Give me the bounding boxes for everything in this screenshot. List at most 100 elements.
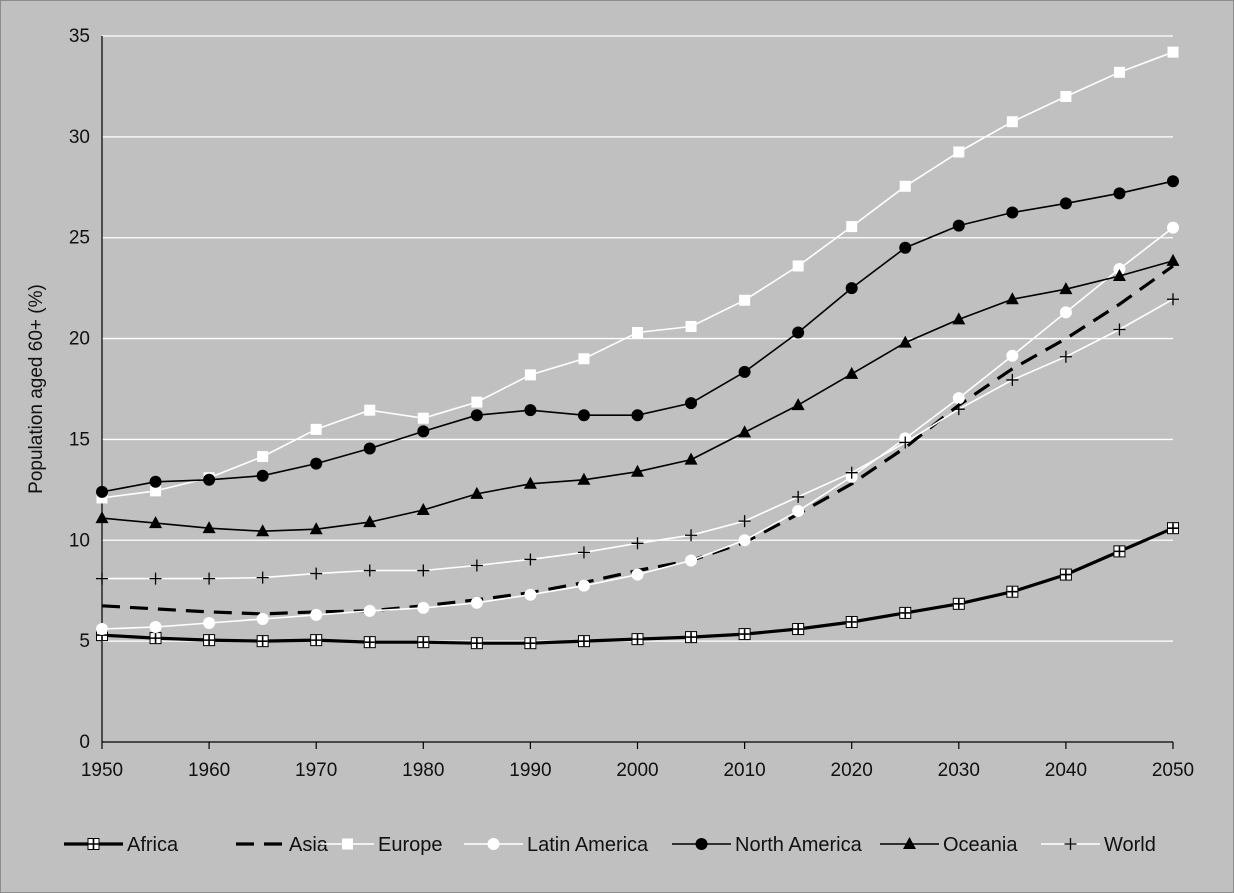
data-point xyxy=(96,572,108,585)
data-point xyxy=(899,606,912,619)
data-point xyxy=(470,409,483,422)
data-point xyxy=(203,572,216,585)
y-tick-label: 30 xyxy=(69,127,90,148)
plot-area xyxy=(95,46,1180,650)
x-tick-label: 1960 xyxy=(188,760,230,781)
legend-item: Asia xyxy=(236,834,329,856)
y-axis-title: Population aged 60+ (%) xyxy=(26,284,47,494)
data-point xyxy=(524,588,537,601)
legend-label: Asia xyxy=(289,834,329,856)
data-point xyxy=(256,612,269,625)
data-point xyxy=(310,608,323,621)
data-point xyxy=(417,601,430,614)
data-point xyxy=(96,623,108,636)
data-point xyxy=(203,616,216,629)
data-point xyxy=(684,452,698,465)
legend-item: North America xyxy=(672,834,863,856)
series-africa xyxy=(96,522,1179,650)
data-point xyxy=(256,469,269,482)
data-point xyxy=(952,403,965,416)
x-tick-label: 1950 xyxy=(81,760,123,781)
data-point xyxy=(1059,197,1072,210)
data-point xyxy=(577,635,590,648)
series-europe xyxy=(96,46,1179,504)
data-point xyxy=(470,486,484,499)
data-point xyxy=(1113,262,1126,275)
series-world xyxy=(96,293,1179,585)
x-tick-label: 1990 xyxy=(509,760,551,781)
data-point xyxy=(363,564,376,577)
data-point xyxy=(1167,293,1179,306)
data-point xyxy=(577,409,590,422)
y-tick-label: 35 xyxy=(69,26,90,47)
legend-marker xyxy=(342,838,353,850)
data-point xyxy=(738,534,751,547)
data-point xyxy=(202,521,216,534)
data-point xyxy=(310,457,323,470)
legend-item: World xyxy=(1041,834,1156,856)
data-point xyxy=(363,515,377,528)
data-point xyxy=(1060,91,1072,103)
data-point xyxy=(1059,306,1072,319)
data-point xyxy=(471,396,483,408)
data-point xyxy=(685,529,698,542)
data-point xyxy=(150,485,162,497)
data-point xyxy=(1006,116,1018,128)
data-point xyxy=(792,505,805,518)
data-point xyxy=(685,397,698,410)
y-axis-ticks: 0 5 10 15 20 25 30 35 xyxy=(69,26,90,753)
data-point xyxy=(953,146,965,158)
data-point xyxy=(149,621,162,634)
data-point xyxy=(1167,175,1179,188)
x-axis-ticks: 1950 1960 1970 1980 1990 2000 2010 2020 2030 2040… xyxy=(81,742,1194,781)
legend: Africa Asia Europe Latin America North Ameri… xyxy=(64,834,1156,856)
data-point xyxy=(791,398,805,411)
data-point xyxy=(952,219,965,232)
data-point xyxy=(631,409,644,422)
y-tick-label: 15 xyxy=(69,429,90,450)
data-point xyxy=(1059,568,1072,581)
data-point xyxy=(417,412,429,424)
x-tick-label: 2050 xyxy=(1152,760,1194,781)
y-tick-label: 10 xyxy=(69,530,90,551)
legend-label: Africa xyxy=(127,834,179,856)
data-point xyxy=(1167,46,1179,58)
data-point xyxy=(846,221,858,233)
legend-marker xyxy=(903,837,916,849)
x-tick-label: 2000 xyxy=(616,760,658,781)
data-point xyxy=(1113,323,1126,336)
data-point xyxy=(524,404,537,417)
data-point xyxy=(470,637,483,650)
series-latin-america xyxy=(96,221,1179,636)
data-point xyxy=(417,636,430,649)
data-point xyxy=(417,425,430,438)
legend-label: World xyxy=(1104,834,1156,856)
data-point xyxy=(899,241,912,254)
data-point xyxy=(1059,350,1072,363)
legend-marker xyxy=(1064,838,1077,850)
series-north-america xyxy=(96,175,1179,498)
legend-item: Oceania xyxy=(880,834,1018,856)
data-point xyxy=(738,515,751,528)
data-point xyxy=(1006,349,1019,362)
data-point xyxy=(257,451,269,463)
x-tick-label: 2010 xyxy=(723,760,765,781)
data-point xyxy=(1166,253,1180,266)
data-point xyxy=(309,522,323,535)
legend-marker xyxy=(695,838,708,850)
legend-item: Europe xyxy=(321,834,443,856)
data-point xyxy=(899,436,912,449)
data-point xyxy=(1112,269,1126,282)
legend-label: Latin America xyxy=(527,834,649,856)
data-point xyxy=(524,369,536,381)
y-tick-label: 20 xyxy=(69,329,90,350)
data-point xyxy=(417,564,430,577)
data-point xyxy=(898,335,912,348)
data-point xyxy=(363,636,376,649)
data-point xyxy=(1113,187,1126,200)
x-tick-label: 2020 xyxy=(831,760,873,781)
legend-label: North America xyxy=(735,834,863,856)
x-tick-label: 1980 xyxy=(402,760,444,781)
data-point xyxy=(845,366,859,379)
